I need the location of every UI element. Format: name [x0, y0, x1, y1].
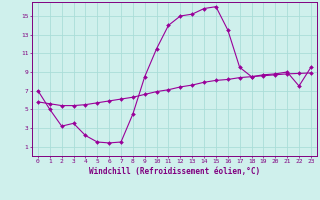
X-axis label: Windchill (Refroidissement éolien,°C): Windchill (Refroidissement éolien,°C): [89, 167, 260, 176]
